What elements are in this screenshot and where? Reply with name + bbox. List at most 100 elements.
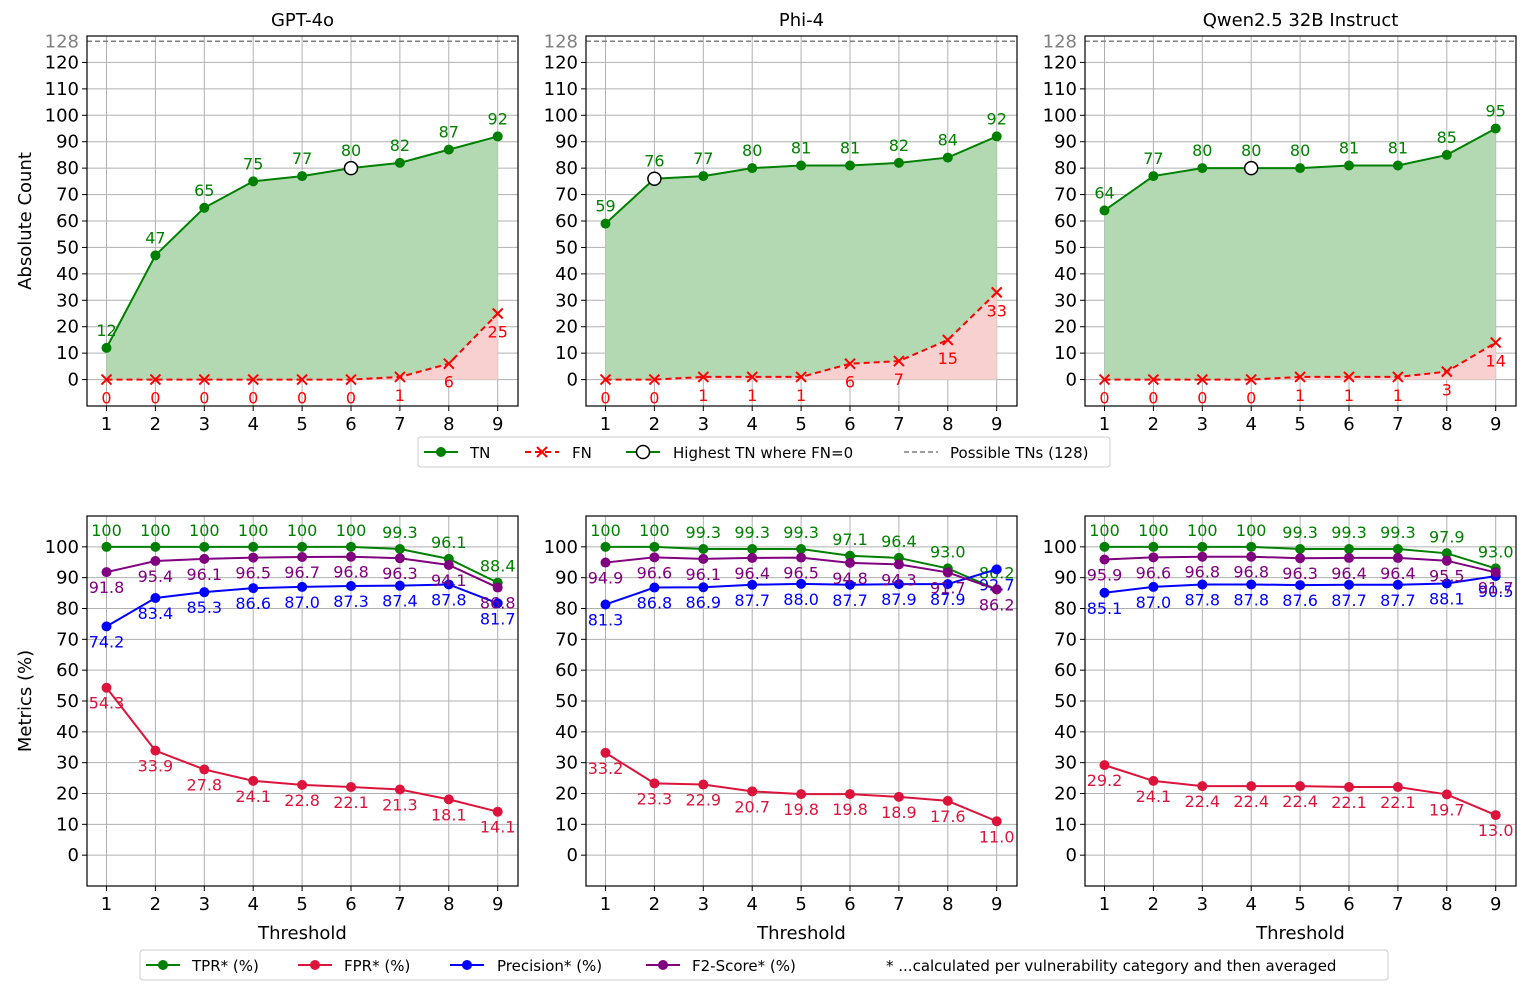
fn-data-label: 6: [444, 373, 454, 392]
tpr-point: [1392, 543, 1403, 554]
y-tick-label: 50: [555, 237, 578, 258]
f2-point: [1197, 551, 1208, 562]
panel-frame: [1084, 515, 1517, 887]
y-tick-label: 40: [555, 264, 578, 285]
precision-data-label: 87.0: [284, 593, 320, 612]
x-tick-label: 2: [150, 414, 161, 435]
f2-point: [1148, 552, 1159, 563]
x-axis-label: Threshold: [756, 923, 846, 944]
fn-point: [1147, 373, 1160, 386]
tpr-data-label: 88.4: [480, 557, 516, 576]
fn-point: [697, 371, 710, 383]
legend-highest-marker: [635, 444, 651, 460]
x-tick-label: 5: [296, 414, 307, 435]
tpr-data-label: 97.9: [1429, 527, 1465, 546]
fn-data-label: 1: [747, 386, 757, 405]
fn-point: [1098, 373, 1111, 386]
precision-point: [747, 579, 758, 590]
tn-area: [605, 136, 997, 380]
x-tick-label: 4: [1245, 894, 1256, 915]
y-tick-label: 60: [555, 660, 578, 681]
f2-data-label: 91.7: [1478, 578, 1514, 597]
y-tick-label: 50: [555, 691, 578, 712]
fpr-data-label: 33.9: [138, 757, 174, 776]
fn-point: [1392, 371, 1404, 383]
tpr-data-label: 99.3: [1282, 523, 1318, 542]
fpr-point: [1490, 810, 1501, 821]
y-tick-label: 70: [56, 629, 79, 650]
x-tick-label: 3: [199, 894, 210, 915]
f2-data-label: 96.3: [1282, 564, 1318, 583]
f2-data-label: 96.6: [1136, 563, 1172, 582]
fn-data-label: 33: [987, 301, 1007, 320]
fn-point: [394, 371, 406, 383]
fn-point: [746, 371, 758, 383]
fpr-point: [346, 782, 356, 793]
fpr-point: [150, 745, 161, 756]
x-axis-label: Threshold: [257, 923, 347, 944]
fpr-data-label: 22.1: [333, 793, 369, 812]
y-tick-label: 0: [1066, 845, 1077, 866]
fpr-data-label: 22.4: [1233, 792, 1269, 811]
fpr-data-label: 11.0: [979, 827, 1015, 846]
f2-point: [747, 552, 758, 563]
precision-data-label: 85.1: [1087, 599, 1123, 618]
tpr-point: [248, 541, 259, 552]
tn-data-label: 80: [742, 141, 762, 160]
fpr-data-label: 22.4: [1282, 792, 1318, 811]
x-tick-label: 3: [698, 894, 709, 915]
x-tick-label: 9: [1490, 894, 1501, 915]
f2-point: [600, 557, 611, 568]
tpr-point: [1246, 541, 1257, 552]
legend-tpr-label: TPR* (%): [191, 957, 259, 975]
x-tick-label: 1: [1099, 894, 1110, 915]
fpr-data-label: 22.8: [284, 791, 320, 810]
x-tick-label: 3: [698, 414, 709, 435]
y-tick-label: 90: [1054, 568, 1077, 589]
legend-note: * ...calculated per vulnerability catego…: [886, 957, 1336, 975]
x-axis-label: Threshold: [1255, 923, 1345, 944]
fpr-data-label: 24.1: [1136, 787, 1172, 806]
x-tick-label: 3: [1197, 894, 1208, 915]
fn-point: [345, 373, 357, 386]
tpr-data-label: 100: [590, 521, 621, 540]
tn-data-label: 80: [341, 141, 361, 160]
y-tick-label: 10: [1054, 343, 1077, 364]
precision-data-label: 87.8: [431, 590, 467, 609]
fpr-data-label: 27.8: [186, 775, 222, 794]
precision-point: [991, 564, 1002, 575]
fn-data-label: 0: [600, 389, 610, 408]
tn-point: [893, 157, 904, 168]
tpr-point: [1344, 543, 1354, 554]
fpr-point: [1392, 782, 1403, 793]
fn-data-label: 0: [248, 389, 258, 408]
precision-point: [1392, 579, 1403, 590]
precision-data-label: 90.5: [1478, 582, 1514, 601]
fpr-data-label: 18.1: [431, 805, 467, 824]
tpr-data-label: 100: [1187, 521, 1218, 540]
y-tick-label: 30: [56, 290, 79, 311]
panel-frame: [86, 35, 519, 407]
f2-data-label: 96.7: [284, 563, 320, 582]
y-tick-label: 80: [1054, 158, 1077, 179]
y-tick-label: 0: [68, 370, 79, 391]
tn-point: [991, 131, 1002, 142]
tn-point-highest: [1243, 160, 1259, 176]
fpr-point: [1441, 789, 1452, 800]
fpr-point: [492, 806, 503, 817]
precision-data-label: 87.9: [881, 590, 917, 609]
f2-data-label: 96.8: [1233, 563, 1269, 582]
x-tick-label: 8: [942, 414, 953, 435]
precision-data-label: 87.8: [1184, 590, 1220, 609]
tpr-point: [1295, 543, 1306, 554]
x-tick-label: 7: [394, 414, 405, 435]
precision-data-label: 87.7: [832, 591, 868, 610]
precision-point: [1246, 579, 1257, 590]
tn-point: [600, 218, 611, 229]
tn-point: [492, 131, 503, 142]
tpr-data-label: 93.0: [930, 542, 966, 561]
y-tick-label: 70: [1054, 185, 1077, 206]
legend-bottom: TPR* (%) FPR* (%) Precision* (%) F2-Scor…: [139, 949, 1389, 981]
tn-data-label: 92: [987, 109, 1007, 128]
